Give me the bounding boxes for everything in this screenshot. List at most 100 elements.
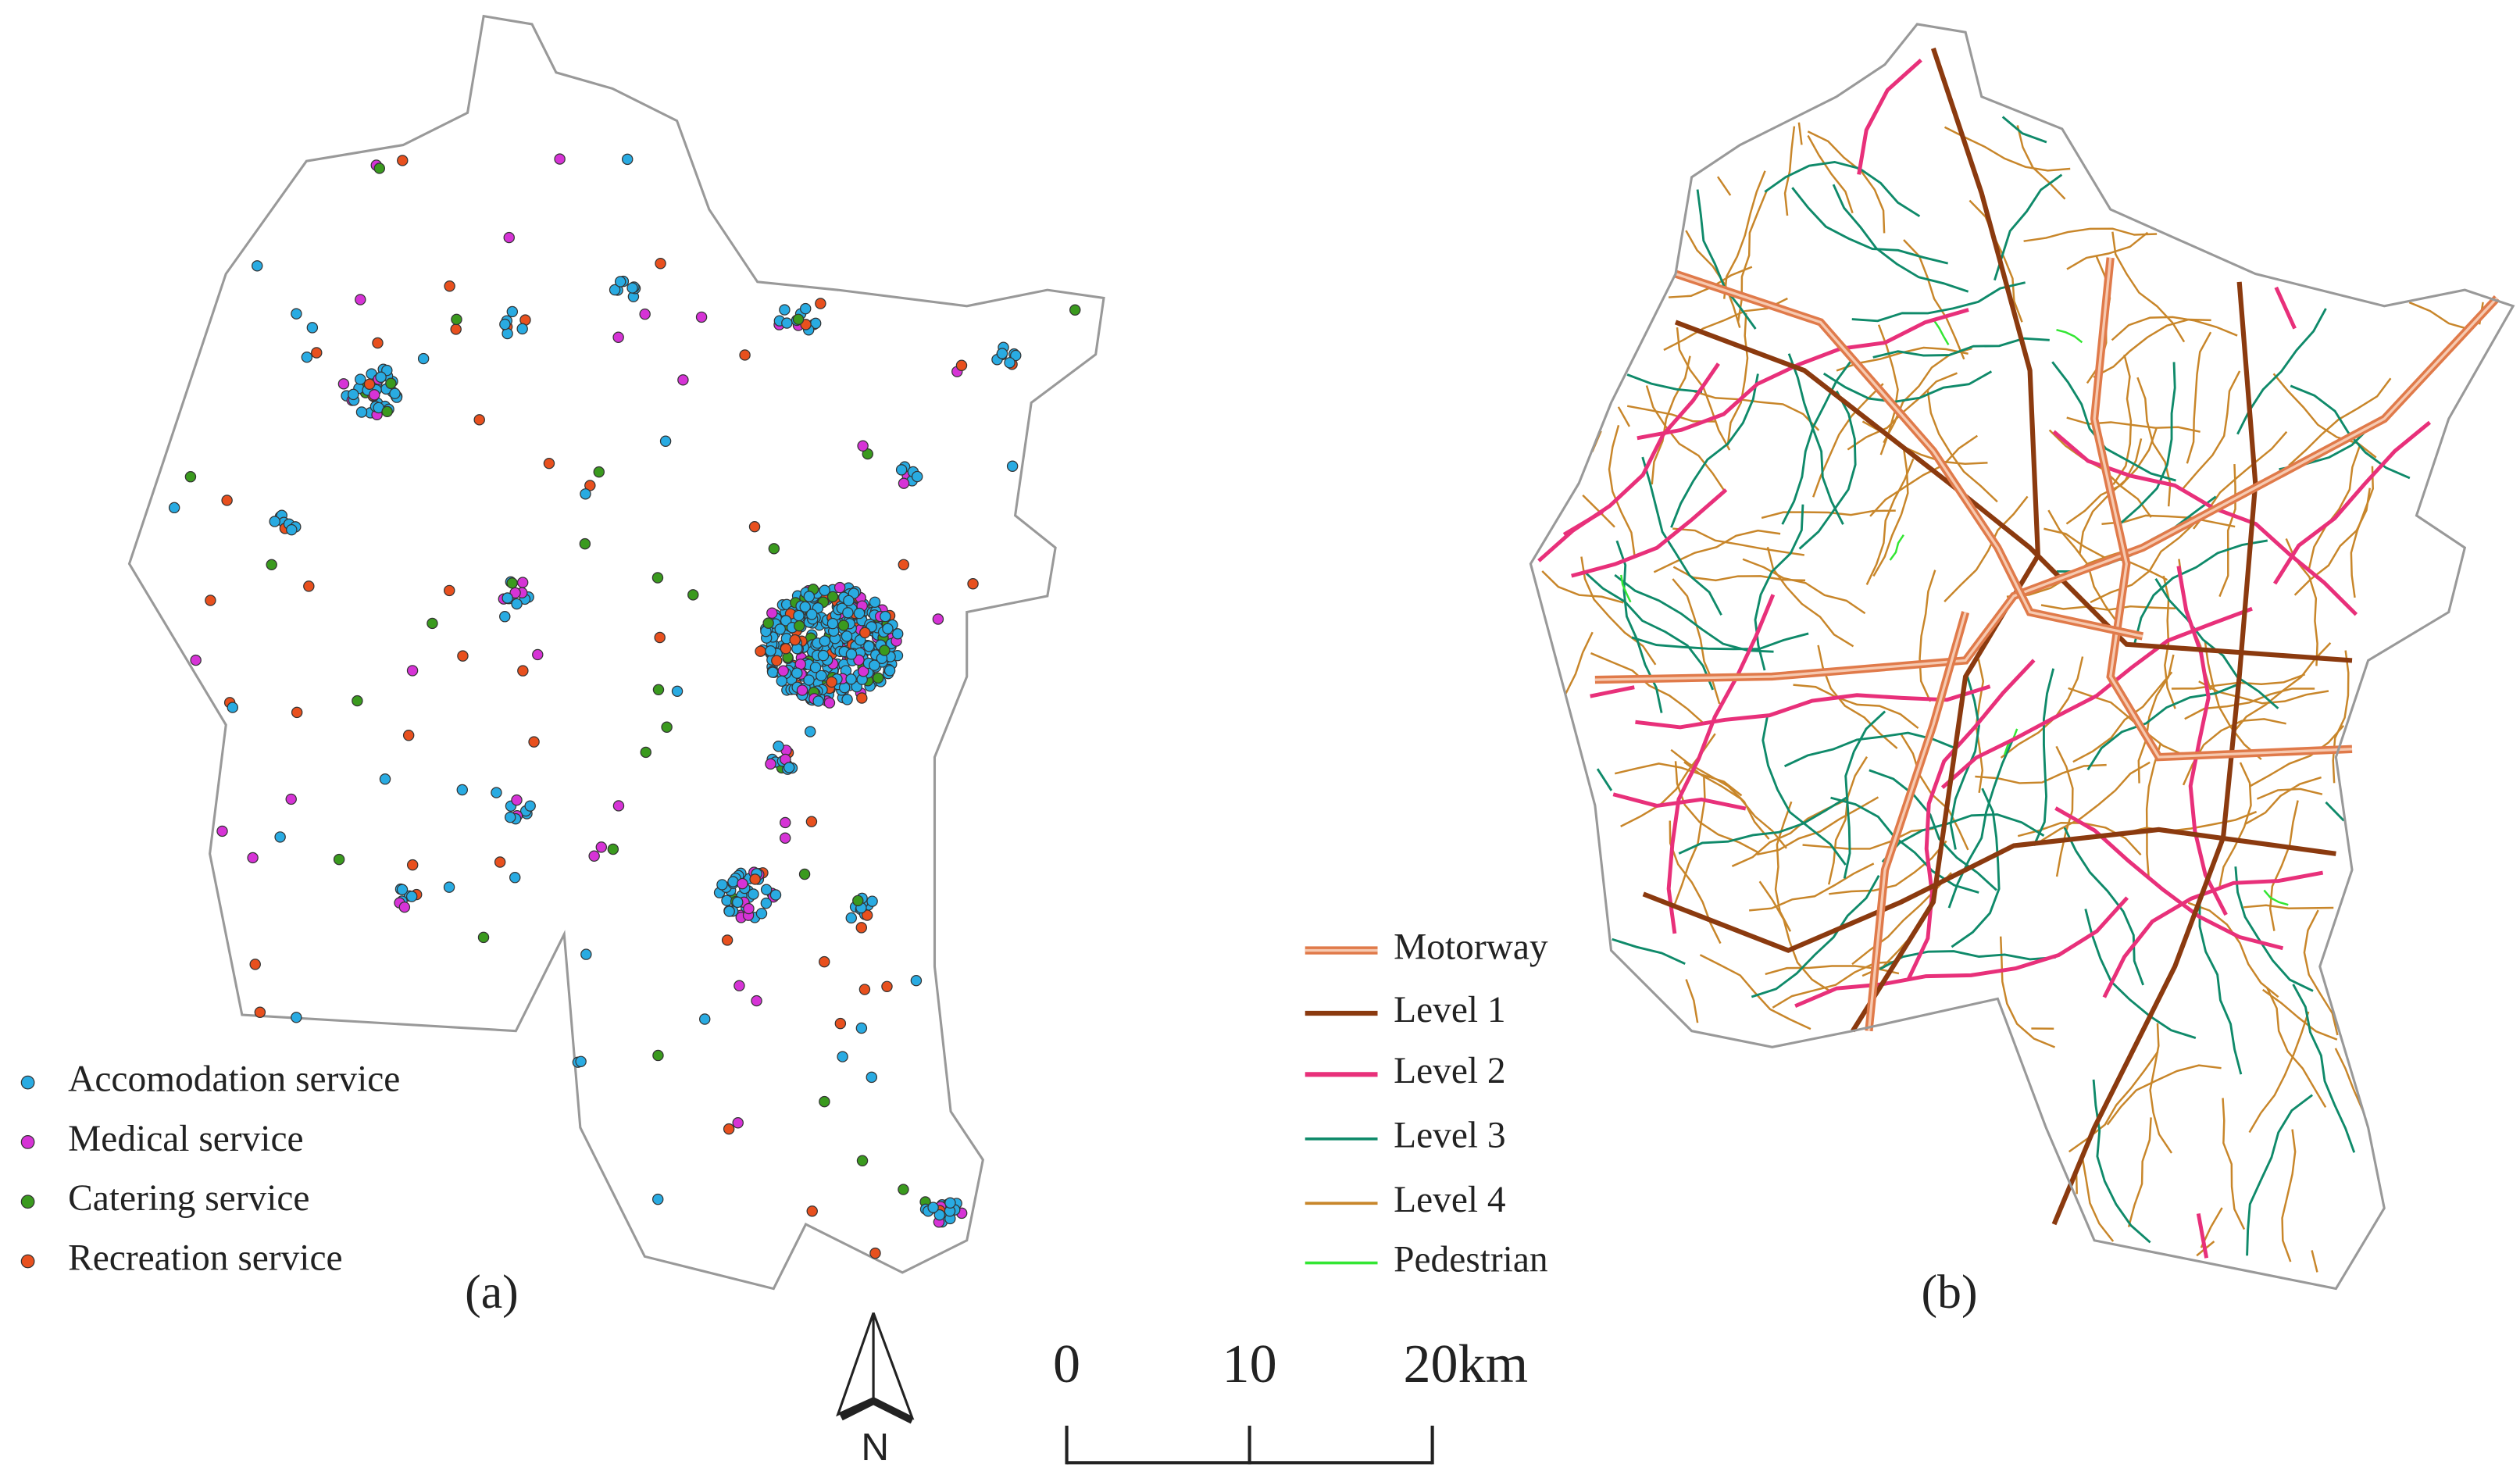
road xyxy=(1716,176,1732,196)
road-network xyxy=(1537,47,2500,1273)
road xyxy=(2281,1129,2297,1262)
poi xyxy=(303,580,315,592)
road xyxy=(1879,950,2056,970)
poi xyxy=(996,348,1008,359)
road xyxy=(1794,896,2129,1008)
legend-label: Level 2 xyxy=(1394,1051,1505,1091)
road xyxy=(1626,405,1716,423)
poi xyxy=(286,523,298,536)
poi xyxy=(855,1022,868,1034)
poi xyxy=(406,665,419,677)
poi xyxy=(532,648,544,661)
poi xyxy=(895,464,908,476)
poi xyxy=(944,1197,956,1209)
road xyxy=(1812,383,1884,498)
poi xyxy=(858,666,869,677)
poi xyxy=(819,584,830,596)
scale-label: 0 xyxy=(1053,1334,1080,1395)
road xyxy=(2246,1094,2314,1256)
poi xyxy=(355,294,366,305)
poi xyxy=(859,627,871,639)
poi xyxy=(771,655,783,666)
poi xyxy=(677,374,689,386)
road xyxy=(2054,806,2284,951)
poi xyxy=(723,1123,735,1135)
road xyxy=(1608,425,1636,555)
road xyxy=(2249,724,2345,787)
road xyxy=(1699,954,1811,1030)
poi xyxy=(910,974,923,987)
poi xyxy=(774,623,786,635)
road xyxy=(1696,189,1757,330)
road xyxy=(1678,796,1848,855)
poi xyxy=(826,676,837,688)
poi xyxy=(607,843,619,855)
poi xyxy=(621,153,634,166)
poi xyxy=(363,378,376,391)
road xyxy=(1641,456,1722,616)
poi xyxy=(450,323,462,335)
poi xyxy=(451,313,462,326)
road xyxy=(2308,445,2361,570)
road xyxy=(1951,787,2001,948)
poi xyxy=(805,726,816,737)
poi xyxy=(898,477,910,489)
road xyxy=(2198,901,2243,1075)
road xyxy=(1635,684,1991,730)
poi xyxy=(815,298,826,309)
poi xyxy=(826,617,839,630)
road xyxy=(1674,761,1760,854)
poi xyxy=(473,414,485,426)
road xyxy=(1590,652,1705,725)
poi xyxy=(502,327,513,340)
road xyxy=(1798,390,1857,550)
poi xyxy=(898,1184,909,1195)
road xyxy=(1762,714,1847,866)
poi xyxy=(291,706,303,719)
poi xyxy=(792,313,805,326)
road xyxy=(1672,527,1804,556)
road xyxy=(1944,495,2029,603)
poi xyxy=(499,611,511,623)
road xyxy=(1764,160,1921,218)
poi xyxy=(751,995,762,1007)
poi xyxy=(723,905,735,917)
road xyxy=(1906,659,2036,980)
road xyxy=(2090,521,2197,604)
road xyxy=(1626,373,1703,394)
road xyxy=(2187,902,2279,998)
road xyxy=(2111,231,2186,343)
poi xyxy=(898,559,910,570)
poi xyxy=(652,684,665,696)
poi xyxy=(575,1055,587,1067)
road xyxy=(1829,840,1947,895)
region-outline-a xyxy=(127,14,1105,1291)
road xyxy=(1637,308,1969,441)
poi xyxy=(528,736,540,748)
poi xyxy=(806,609,818,620)
poi xyxy=(252,260,263,272)
road xyxy=(2290,384,2411,480)
poi xyxy=(266,559,277,571)
panel-label: (a) xyxy=(465,1266,519,1319)
poi xyxy=(405,891,418,902)
poi xyxy=(221,495,233,506)
poi xyxy=(491,787,502,798)
poi xyxy=(841,694,853,705)
poi xyxy=(799,302,812,315)
poi xyxy=(891,628,904,640)
poi xyxy=(671,685,684,698)
poi xyxy=(932,613,944,625)
road xyxy=(1919,570,1936,702)
poi xyxy=(254,1006,266,1018)
poi xyxy=(866,1071,878,1084)
poi xyxy=(355,373,366,385)
region-outline-b xyxy=(1529,23,2515,1291)
road xyxy=(1851,47,2041,1033)
panel-label: (b) xyxy=(1921,1266,1977,1319)
poi xyxy=(716,879,728,891)
road xyxy=(2081,1158,2115,1242)
road xyxy=(1594,297,2498,681)
legend-b: Motorway Level 1 Level 2 Level 3 Level 4 Pede… xyxy=(1305,927,1548,1280)
